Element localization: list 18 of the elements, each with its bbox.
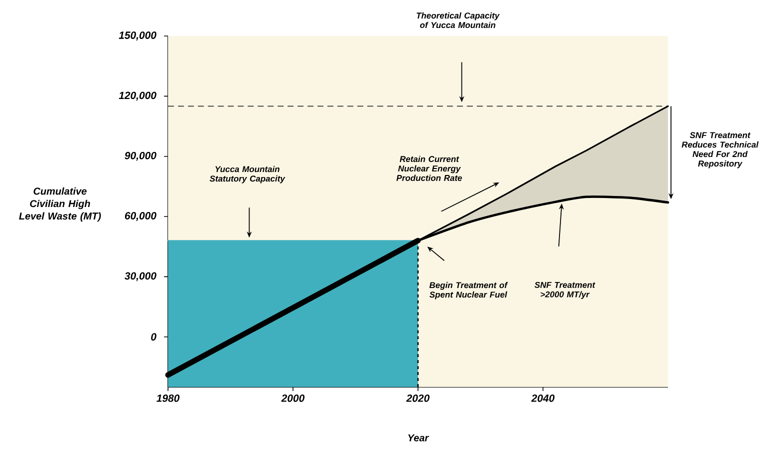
annotation: Yucca Mountain Statutory Capacity <box>210 166 286 184</box>
text: Theoretical Capacity of Yucca Mountain <box>416 12 500 28</box>
y-tick-label: 30,000 <box>124 272 156 282</box>
y-tick-label: 60,000 <box>124 212 156 221</box>
y-axis-title: Cumulative Civilian High Level Waste (MT) <box>19 187 101 222</box>
y-tick-label: 90,000 <box>124 152 156 161</box>
annotation: Begin Treatment of Spent Nuclear Fuel <box>429 282 508 300</box>
annotation: Retain Current Nuclear Energy Production Rate <box>396 156 462 181</box>
x-axis-title: Year <box>408 434 430 442</box>
x-tick-label: 1980 <box>156 394 180 402</box>
y-tick-label: 120,000 <box>118 92 156 101</box>
annotation: SNF Treatment >2000 MT/yr <box>534 282 596 300</box>
y-tick-label: 150,000 <box>118 32 156 40</box>
text: SNF Treatment Reduces Technical Need For 2nd Repository <box>682 132 759 168</box>
x-tick-label: 2040 <box>531 394 555 402</box>
y-tick-label: 0 <box>151 333 156 341</box>
x-tick-label: 2000 <box>281 394 305 402</box>
x-tick-label: 2020 <box>406 394 430 402</box>
